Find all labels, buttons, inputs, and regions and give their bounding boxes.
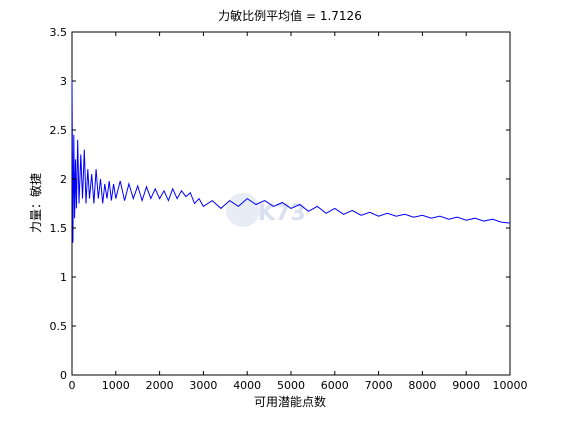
y-tick-label: 0.5 (50, 320, 68, 333)
y-tick-label: 3 (60, 75, 67, 88)
y-axis-ticks: 0 0.5 1 1.5 2 2.5 3 3.5 (50, 26, 510, 382)
y-tick-label: 1 (60, 271, 67, 284)
series-line (71, 80, 511, 243)
x-axis-ticks: 0 1000 2000 3000 4000 5000 6000 7000 8000 9000 100… (69, 32, 528, 392)
y-tick-label: 3.5 (50, 26, 68, 39)
axes-box (71, 31, 511, 376)
x-tick-label: 4000 (233, 379, 261, 392)
y-tick-label: 1.5 (50, 222, 68, 235)
x-tick-label: 6000 (321, 379, 349, 392)
y-tick-label: 0 (60, 369, 67, 382)
watermark-logo-icon (226, 193, 260, 227)
y-tick-label: 2 (60, 173, 67, 186)
x-tick-label: 8000 (408, 379, 436, 392)
x-tick-label: 10000 (493, 379, 528, 392)
x-tick-label: 0 (69, 379, 76, 392)
x-tick-label: 1000 (102, 379, 130, 392)
x-tick-label: 2000 (146, 379, 174, 392)
chart-title: 力敏比例平均值 = 1.7126 (218, 8, 362, 23)
plot-area: K73 (71, 31, 511, 376)
x-tick-label: 5000 (277, 379, 305, 392)
y-tick-label: 2.5 (50, 124, 68, 137)
x-tick-label: 7000 (365, 379, 393, 392)
y-axis-label: 力量：敏捷 (28, 173, 43, 233)
x-tick-label: 3000 (189, 379, 217, 392)
x-tick-label: 9000 (452, 379, 480, 392)
x-axis-label: 可用潜能点数 (254, 394, 326, 409)
